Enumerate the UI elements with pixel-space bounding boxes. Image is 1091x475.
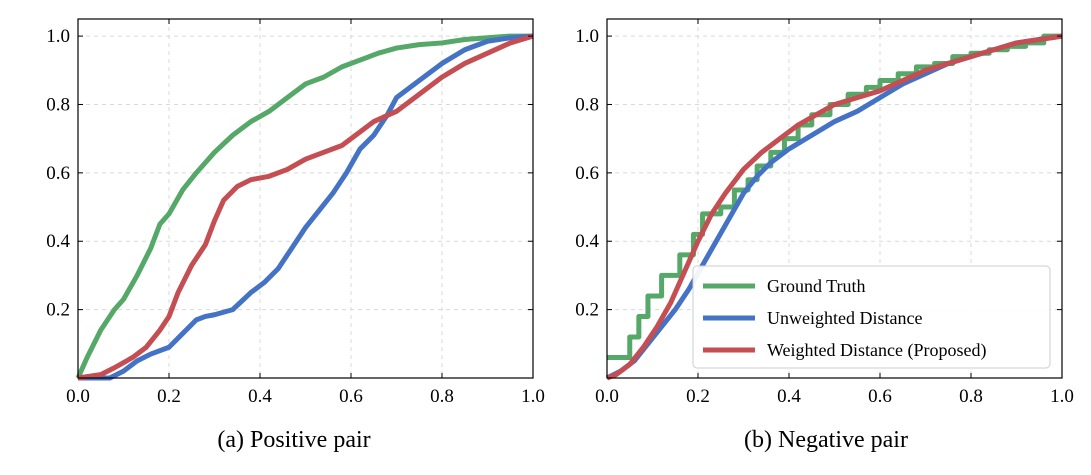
series-group [605,33,1063,381]
x-tick-label: 0.4 [248,386,272,407]
legend-label: Weighted Distance (Proposed) [767,340,987,361]
x-tick-label: 1.0 [521,386,545,407]
panel-caption: (a) Positive pair [217,427,370,453]
y-tick-label: 1.0 [46,26,70,47]
x-tick-label: 0.2 [686,386,710,407]
legend: Ground Truth Unweighted Distance Weighted … [692,265,1051,369]
legend-item-unweighted-distance: Unweighted Distance [703,308,922,328]
series-line-weighted-distance-proposed [77,33,534,381]
panel-negative-pair: 0.0 0.2 0.4 0.6 0.8 1.0 0.2 0.4 0.6 0.8 1.0 Ground … [575,18,1074,453]
grid [78,19,533,378]
series-line-unweighted-distance [78,33,534,381]
y-tick-label: 0.8 [575,94,599,115]
series-line-ground-truth [75,33,533,380]
axes-frame [77,18,534,379]
legend-label: Ground Truth [767,276,866,296]
grid [607,19,1062,378]
legend-label: Unweighted Distance [767,308,922,328]
y-tick-label: 0.2 [575,300,599,321]
axes-frame [606,18,1063,379]
x-tick-label: 1.0 [1050,386,1074,407]
x-tick-label: 0.4 [777,386,801,407]
ticks: 0.0 0.2 0.4 0.6 0.8 1.0 0.2 0.4 0.6 0.8 1.0 [46,19,545,407]
y-tick-label: 0.6 [46,163,70,184]
legend-item-weighted-distance-proposed: Weighted Distance (Proposed) [703,340,987,361]
series-group [75,33,534,381]
x-tick-label: 0.0 [66,386,90,407]
y-tick-label: 0.4 [46,231,70,252]
legend-item-ground-truth: Ground Truth [703,276,866,296]
y-tick-label: 0.6 [575,163,599,184]
x-tick-label: 0.8 [959,386,983,407]
x-tick-label: 0.6 [339,386,363,407]
x-tick-label: 0.8 [430,386,454,407]
y-tick-label: 1.0 [575,26,599,47]
x-tick-label: 0.0 [595,386,619,407]
x-tick-label: 0.6 [868,386,892,407]
ticks: 0.0 0.2 0.4 0.6 0.8 1.0 0.2 0.4 0.6 0.8 1.0 [575,19,1074,407]
y-tick-label: 0.2 [46,300,70,321]
legend-box [692,265,1051,369]
panel-caption: (b) Negative pair [744,427,908,453]
x-tick-label: 0.2 [157,386,181,407]
series-line-weighted-distance-proposed [606,33,1063,381]
panel-positive-pair: 0.0 0.2 0.4 0.6 0.8 1.0 0.2 0.4 0.6 0.8 1.0 (a) Pos… [46,18,545,453]
y-tick-label: 0.8 [46,94,70,115]
y-tick-label: 0.4 [575,231,599,252]
